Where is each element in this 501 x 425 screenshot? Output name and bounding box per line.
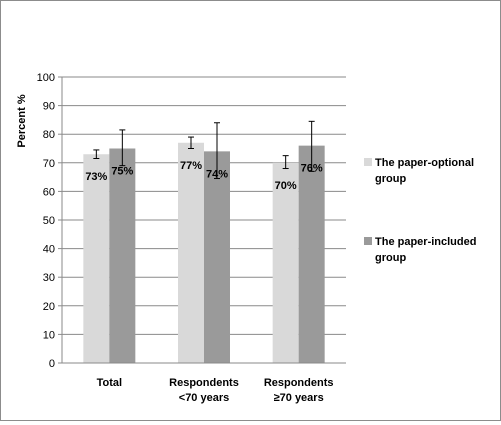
error-bars <box>93 120 315 180</box>
y-tick-label: 30 <box>43 272 55 284</box>
bar-series-1 <box>83 154 110 363</box>
y-axis-ticks: 0 10 20 30 40 50 60 70 80 90 100 <box>37 72 62 370</box>
data-label: 73% <box>85 171 107 183</box>
y-tick-label: 40 <box>43 244 55 256</box>
legend-swatch <box>364 158 372 166</box>
bar-series-2 <box>204 151 230 363</box>
data-labels: 73% 75% 77% 74% 70% 76% <box>85 160 323 192</box>
bar-series-1 <box>178 142 204 363</box>
legend-swatch <box>364 237 372 245</box>
data-label: 74% <box>206 168 228 180</box>
bar-series-2 <box>298 145 325 363</box>
x-category-label: Respondents ≥70 years <box>264 377 334 404</box>
y-tick-label: 100 <box>37 72 55 84</box>
legend-label: The paper-included group <box>375 236 476 264</box>
y-tick-label: 0 <box>49 358 55 370</box>
data-label: 75% <box>111 166 133 178</box>
data-label: 76% <box>301 163 323 175</box>
y-tick-label: 20 <box>43 301 55 313</box>
x-axis-categories: Total Respondents <70 years Respondents ≥70 … <box>97 377 334 404</box>
bars <box>83 142 325 363</box>
x-category-label: Total <box>97 377 122 389</box>
data-label: 70% <box>275 180 297 192</box>
y-tick-label: 90 <box>43 101 55 113</box>
x-category-label: Respondents <70 years <box>169 377 239 404</box>
y-tick-label: 50 <box>43 215 55 227</box>
legend-label: The paper-optional group <box>375 157 474 185</box>
bar-series-1 <box>272 162 299 363</box>
data-label: 77% <box>180 160 202 172</box>
y-tick-label: 80 <box>43 129 55 141</box>
legend: The paper-optional group The paper-include… <box>364 157 476 264</box>
y-tick-label: 70 <box>43 158 55 170</box>
y-tick-label: 60 <box>43 186 55 198</box>
bar-series-2 <box>109 148 136 363</box>
y-axis-label: Percent % <box>16 94 28 147</box>
y-tick-label: 10 <box>43 329 55 341</box>
